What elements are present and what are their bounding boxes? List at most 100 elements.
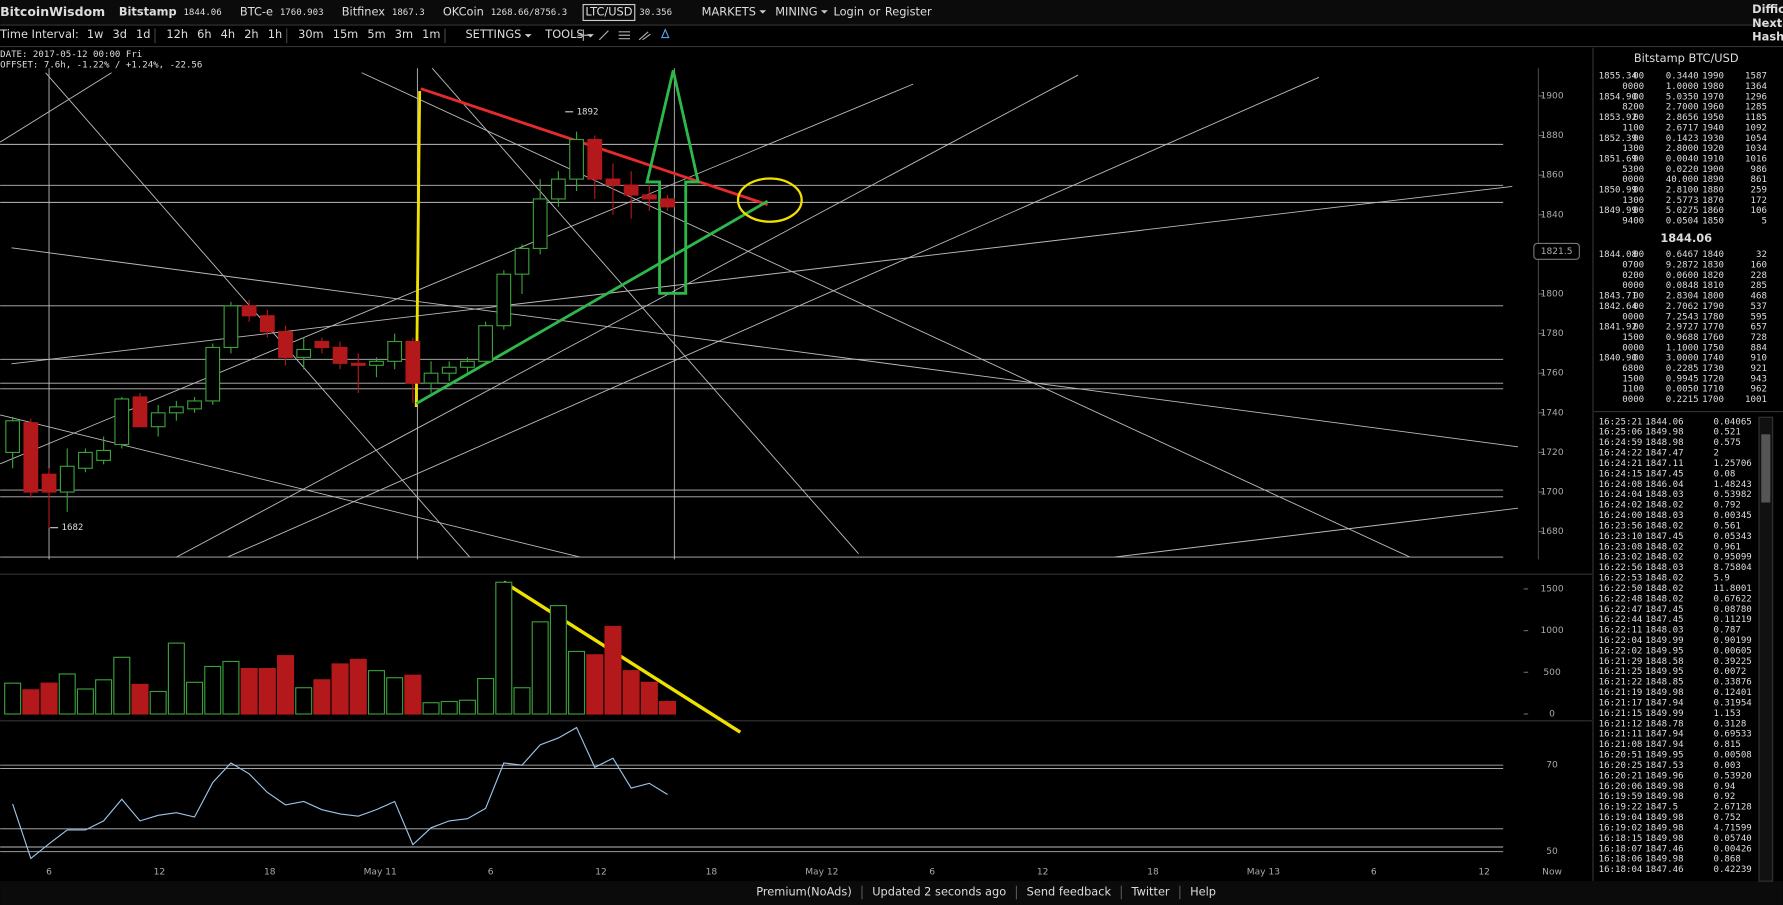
trade-amount: 5.9	[1714, 574, 1730, 584]
interval-button[interactable]: 1h	[268, 27, 282, 41]
scroll-thumb[interactable]	[1761, 434, 1771, 503]
trade-price: 1849.98	[1645, 688, 1683, 698]
book-amount: 3.0000	[1666, 354, 1699, 364]
trade-amount: 0.39225	[1714, 657, 1752, 667]
book-price: 1843.71	[1599, 292, 1637, 302]
interval-button[interactable]: 12h	[166, 27, 188, 41]
candle-body	[423, 372, 439, 384]
interval-button[interactable]: 1d	[136, 27, 150, 41]
interval-button[interactable]: 15m	[333, 27, 359, 41]
ticker-name[interactable]: Bitstamp	[119, 5, 177, 19]
tool-icon[interactable]	[618, 31, 631, 40]
scrollbar[interactable]	[1758, 416, 1774, 882]
trade-amount: 0.53920	[1714, 771, 1752, 781]
ticker-name[interactable]: OKCoin	[443, 5, 484, 19]
trade-amount: 0.792	[1714, 501, 1741, 511]
interval-button[interactable]: 3d	[112, 27, 126, 41]
side-link[interactable]: Next	[1752, 16, 1783, 30]
settings-menu[interactable]: SETTINGS	[465, 27, 521, 41]
trade-price: 1849.98	[1645, 792, 1683, 802]
volume-bar	[186, 681, 204, 715]
interval-button[interactable]: 1w	[87, 27, 104, 41]
trade-amount: 0.561	[1714, 521, 1741, 531]
side-link[interactable]: Hash R	[1752, 30, 1783, 44]
book-depth: 1185	[1745, 113, 1767, 123]
book-price: 1851.69	[1599, 154, 1637, 164]
book-price-tail: 00	[1633, 134, 1644, 144]
trade-price: 1848.58	[1645, 657, 1683, 667]
x-tick-label: 18	[1147, 868, 1159, 878]
interval-button[interactable]: 30m	[298, 27, 324, 41]
book-price-tail: 1500	[1622, 374, 1644, 384]
trade-amount: 0.42239	[1714, 865, 1752, 875]
book-level: 1710	[1702, 385, 1724, 395]
trade-amount: 0.92	[1714, 792, 1736, 802]
candle-body	[514, 247, 530, 275]
book-amount: 1.1000	[1666, 343, 1699, 353]
interval-button[interactable]: 1m	[422, 27, 440, 41]
trade-price: 1847.45	[1645, 532, 1683, 542]
trade-time: 16:21:19	[1599, 688, 1643, 698]
trade-time: 16:21:15	[1599, 709, 1643, 719]
footer-link[interactable]: Premium(NoAds)	[756, 884, 852, 898]
volume-bar	[295, 687, 313, 715]
book-level: 1860	[1702, 206, 1724, 216]
markets-menu[interactable]: MARKETS	[702, 5, 756, 19]
candle-body	[41, 473, 57, 493]
candle-body	[187, 400, 202, 410]
trade-amount: 2.67128	[1714, 803, 1752, 813]
trade-time: 16:21:25	[1599, 667, 1643, 677]
y-tick-label: 1840	[1541, 210, 1564, 220]
book-level: 1840	[1702, 250, 1724, 260]
candle-body	[168, 406, 184, 414]
interval-button[interactable]: 5m	[367, 27, 385, 41]
login-link[interactable]: Login	[833, 5, 864, 19]
interval-button[interactable]: 3m	[395, 27, 413, 41]
candle-body	[623, 184, 639, 196]
tool-icon[interactable]	[577, 29, 590, 41]
ticker-name[interactable]: Bitfinex	[342, 5, 386, 19]
trade-price: 1848.78	[1645, 719, 1683, 729]
register-link[interactable]: Register	[885, 5, 932, 19]
interval-button[interactable]: 6h	[197, 27, 211, 41]
interval-button[interactable]: 4h	[221, 27, 235, 41]
book-price: 1853.92	[1599, 113, 1637, 123]
volume-bar	[258, 667, 276, 715]
candle-body	[23, 422, 39, 493]
trade-time: 16:19:04	[1599, 813, 1643, 823]
book-depth: 1587	[1745, 72, 1767, 82]
side-link[interactable]: Difficu	[1752, 2, 1783, 16]
ticker-name[interactable]: BTC-e	[240, 5, 273, 19]
ticker-name[interactable]: LTC/USD	[585, 5, 632, 19]
book-level: 1950	[1702, 113, 1724, 123]
book-price-tail: 0000	[1622, 175, 1644, 185]
book-level: 1980	[1702, 82, 1724, 92]
book-price-tail: 00	[1633, 92, 1644, 102]
book-price: 1850.99	[1599, 185, 1637, 195]
ticker-box	[582, 3, 636, 22]
trade-price: 1847.94	[1645, 730, 1684, 740]
volume-bar	[495, 581, 513, 715]
mining-menu[interactable]: MINING	[775, 5, 817, 19]
volume-bar	[349, 658, 367, 715]
yellow-ellipse	[736, 177, 803, 223]
brand[interactable]: BitcoinWisdom	[0, 4, 105, 19]
tool-icon[interactable]	[660, 28, 670, 39]
footer-link[interactable]: Twitter	[1131, 884, 1170, 898]
candle-body	[332, 346, 348, 364]
trade-time: 16:24:21	[1599, 459, 1643, 469]
book-depth: 728	[1751, 333, 1767, 343]
interval-button[interactable]: 2h	[244, 27, 258, 41]
footer-link[interactable]: Send feedback	[1027, 884, 1112, 898]
candle-body	[660, 198, 675, 208]
candle-body	[96, 449, 111, 461]
trade-amount: 0.00345	[1714, 511, 1752, 521]
tools-menu[interactable]: TOOLS	[544, 27, 583, 41]
candle-body	[78, 451, 93, 469]
candle-body	[587, 138, 603, 180]
tool-icon[interactable]	[598, 30, 609, 41]
trade-price: 1849.96	[1645, 771, 1683, 781]
x-tick-label: May 11	[364, 868, 397, 878]
footer-link[interactable]: Help	[1190, 884, 1216, 898]
tool-icon[interactable]	[638, 31, 651, 41]
